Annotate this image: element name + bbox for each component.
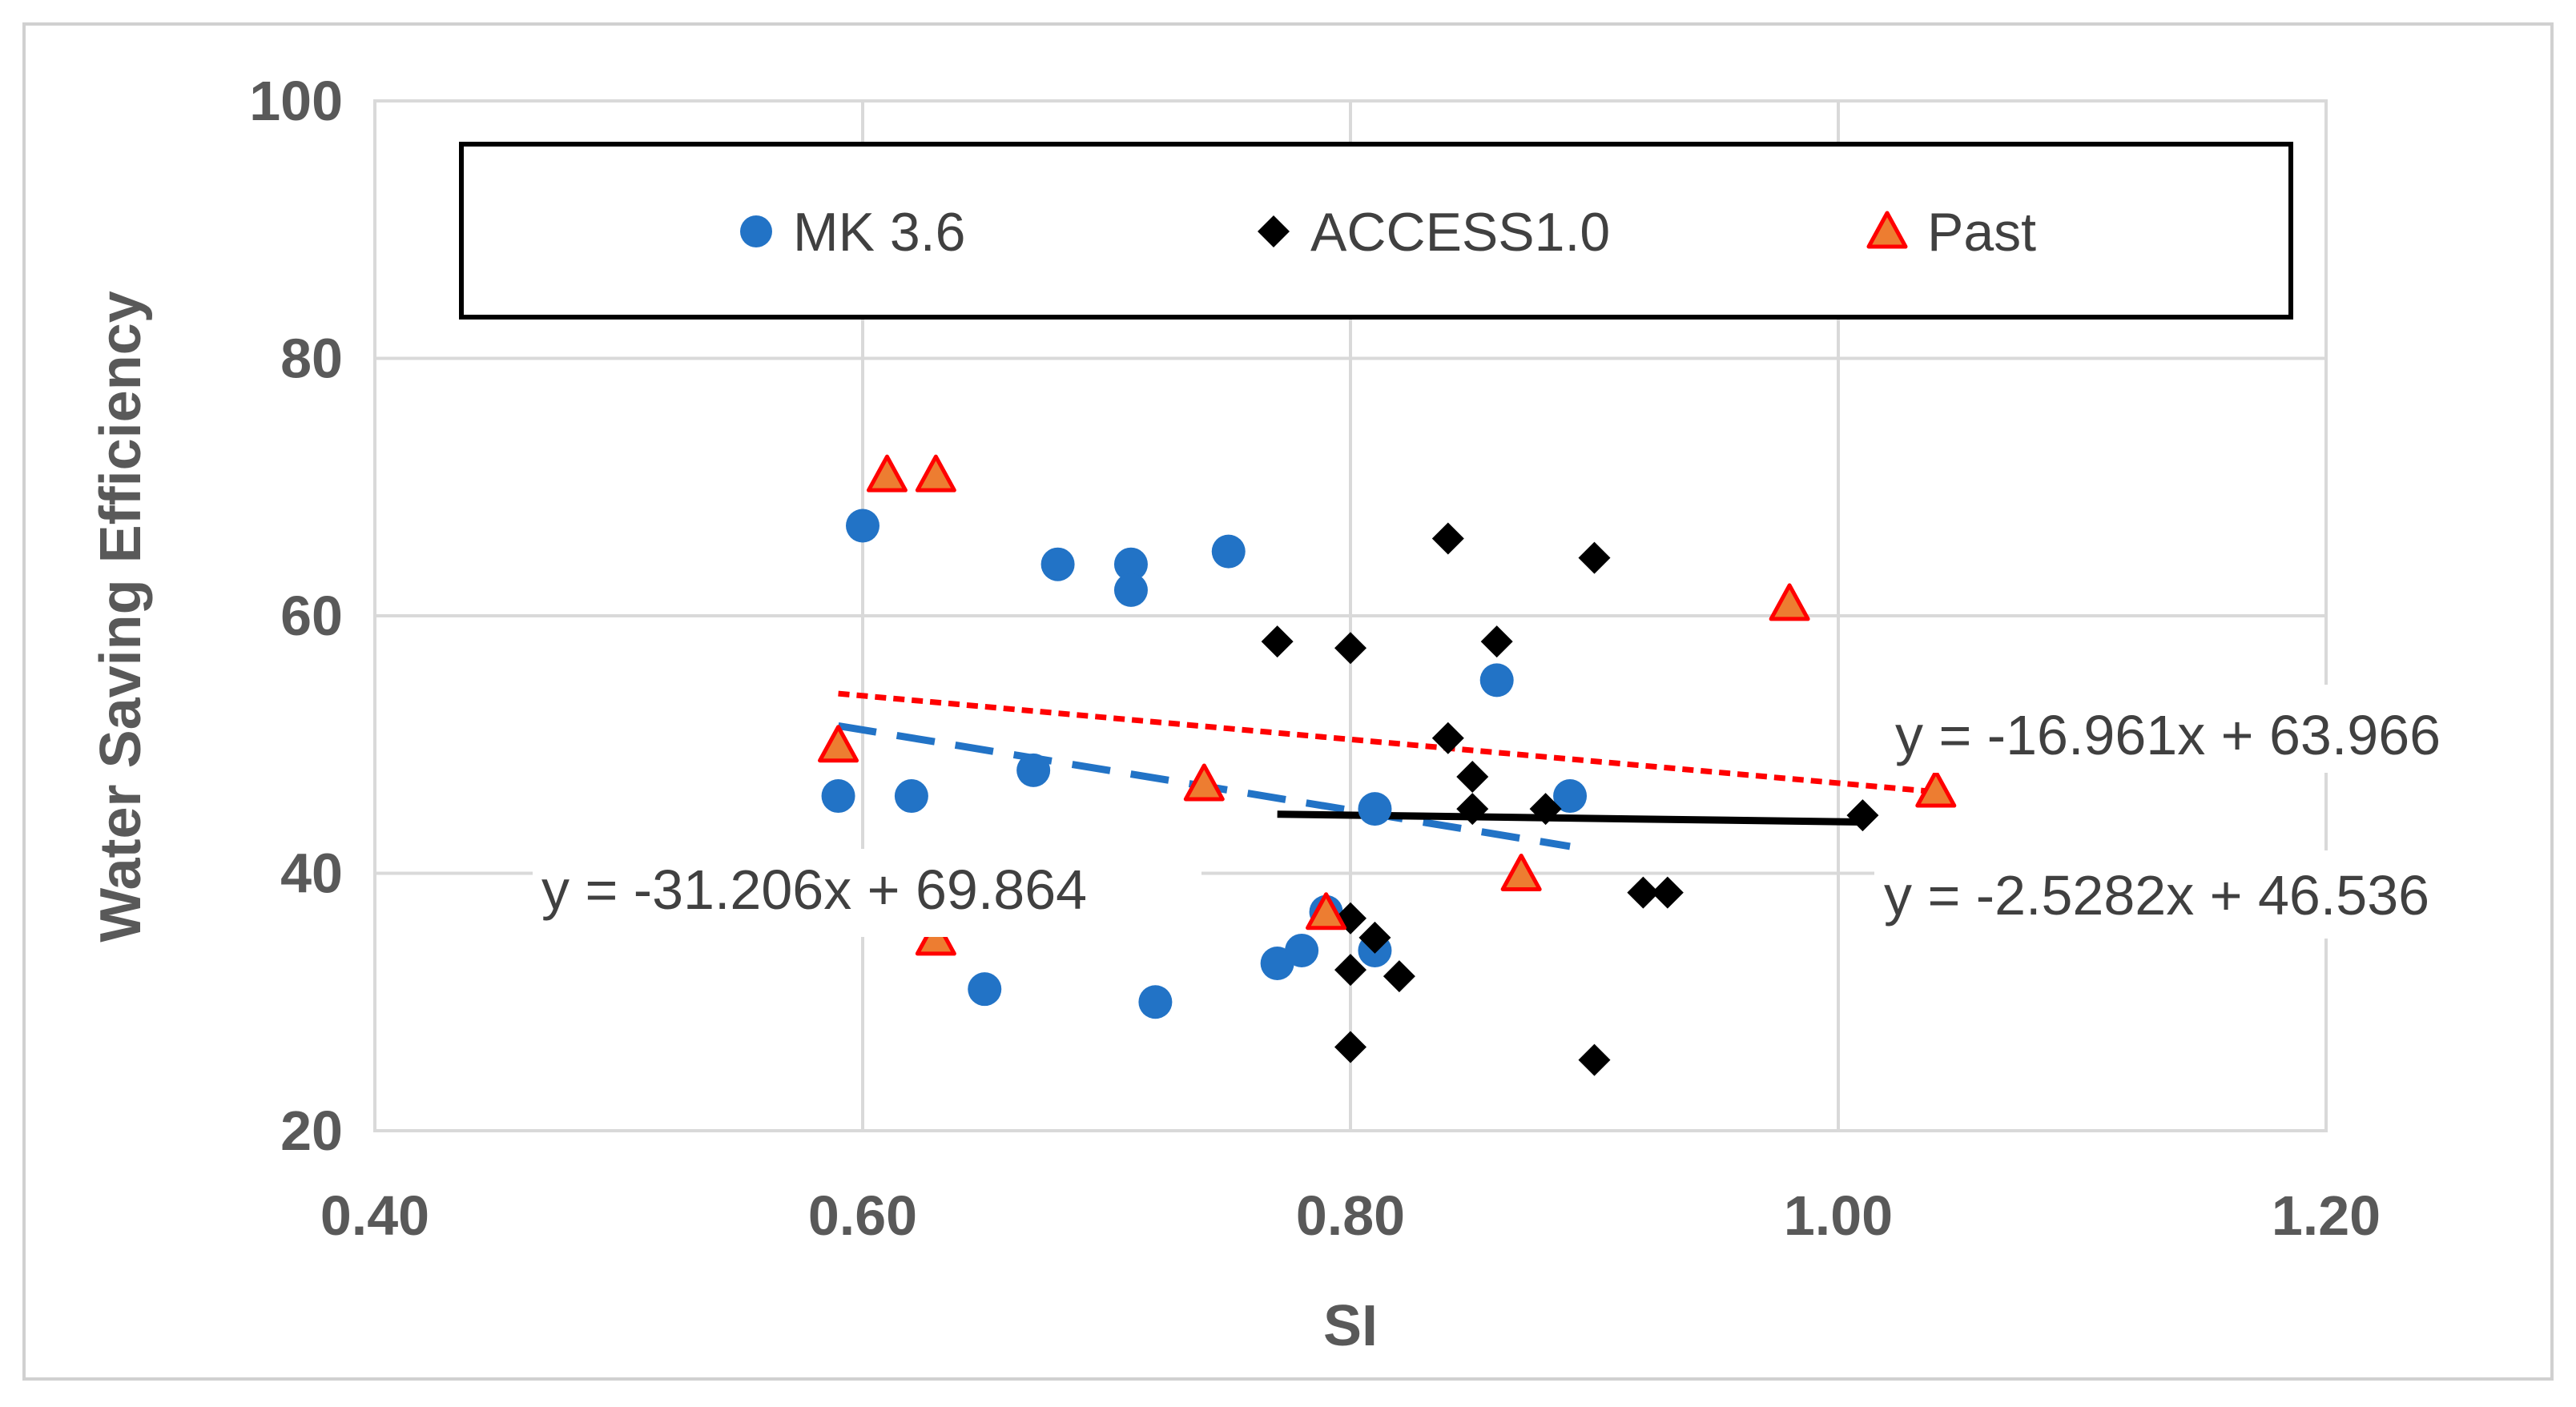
legend-label-past: Past <box>1927 202 2036 263</box>
mk36-point <box>1113 573 1148 607</box>
past-point <box>1183 763 1225 802</box>
trendline-equation-mk36-group: y = -31.206x + 69.864 <box>533 849 1201 937</box>
mk36-point <box>1479 663 1514 697</box>
x-tick-label: 0.60 <box>808 1184 917 1247</box>
y-axis-title: Water Saving Efficiency <box>89 291 153 943</box>
equation-access-background <box>1874 850 2539 939</box>
trendline-equation-access: y = -2.5282x + 46.536 <box>1884 864 2429 927</box>
x-tick-label: 1.20 <box>2272 1184 2381 1247</box>
mk36-point <box>968 972 1002 1007</box>
y-tick-label: 60 <box>280 585 343 647</box>
access-point <box>1578 541 1611 574</box>
y-tick-label: 80 <box>280 328 343 390</box>
access-point <box>1456 760 1489 793</box>
legend-label-access: ACCESS1.0 <box>1310 202 1610 263</box>
mk36-point <box>1553 779 1588 814</box>
trendline-equation-access-group: y = -2.5282x + 46.536 <box>1874 850 2539 939</box>
legend-label-mk36: MK 3.6 <box>793 202 965 263</box>
access-point <box>1334 1031 1366 1063</box>
access-point <box>1456 793 1489 826</box>
trendline-equation-mk36: y = -31.206x + 69.864 <box>541 858 1087 921</box>
mk36-point <box>1358 792 1392 826</box>
access-point <box>1651 876 1684 909</box>
trendline-equation-past-group: y = -16.961x + 63.966 <box>1882 685 2539 773</box>
legend-marker-access-icon <box>1258 215 1290 247</box>
mk36-point <box>1285 933 1319 967</box>
mk36-point <box>894 779 928 814</box>
x-axis-title: SI <box>1323 1294 1378 1358</box>
x-tick-label: 0.80 <box>1296 1184 1405 1247</box>
past-point <box>1769 583 1810 621</box>
access-point <box>1627 876 1660 909</box>
x-tick-label: 1.00 <box>1784 1184 1893 1247</box>
mk36-point <box>1138 985 1173 1019</box>
past-point <box>1306 892 1347 931</box>
access-point <box>1431 522 1464 555</box>
mk36-point <box>1113 547 1148 581</box>
legend-marker-past-icon <box>1866 211 1908 249</box>
y-tick-label: 20 <box>280 1099 343 1162</box>
legend: MK 3.6 ACCESS1.0 Past <box>459 142 2293 320</box>
access-point <box>1431 722 1464 754</box>
equation-mk36-background <box>533 849 1201 937</box>
mk36-point <box>821 779 855 814</box>
mk36-point <box>1040 547 1075 581</box>
access-point <box>1578 1043 1611 1076</box>
access-point <box>1358 921 1391 954</box>
mk36-point <box>1211 534 1246 569</box>
past-point <box>1500 854 1542 891</box>
past-point <box>1915 770 1957 808</box>
past-point <box>915 454 956 492</box>
access-point <box>1261 625 1294 658</box>
past-point <box>866 454 908 492</box>
y-tick-label: 100 <box>249 70 343 132</box>
equation-past-background <box>1882 685 2539 773</box>
mk36-point <box>846 509 879 543</box>
past-point <box>818 725 859 763</box>
x-tick-label: 0.40 <box>320 1184 429 1247</box>
access-point <box>1529 793 1562 826</box>
axis-ticks: 20 40 60 80 100 0.40 0.60 0.80 1.00 1.20 <box>249 70 2381 1247</box>
access-point <box>1846 799 1879 832</box>
access-point <box>1334 954 1366 987</box>
access-point <box>1383 960 1415 993</box>
data-points <box>818 454 1957 1076</box>
legend-marker-mk36-icon <box>740 215 772 247</box>
access-point <box>1480 625 1513 658</box>
mk36-point <box>1016 753 1051 787</box>
y-tick-label: 40 <box>280 842 343 905</box>
trendline-equation-past: y = -16.961x + 63.966 <box>1895 704 2441 766</box>
access-point <box>1334 632 1366 665</box>
